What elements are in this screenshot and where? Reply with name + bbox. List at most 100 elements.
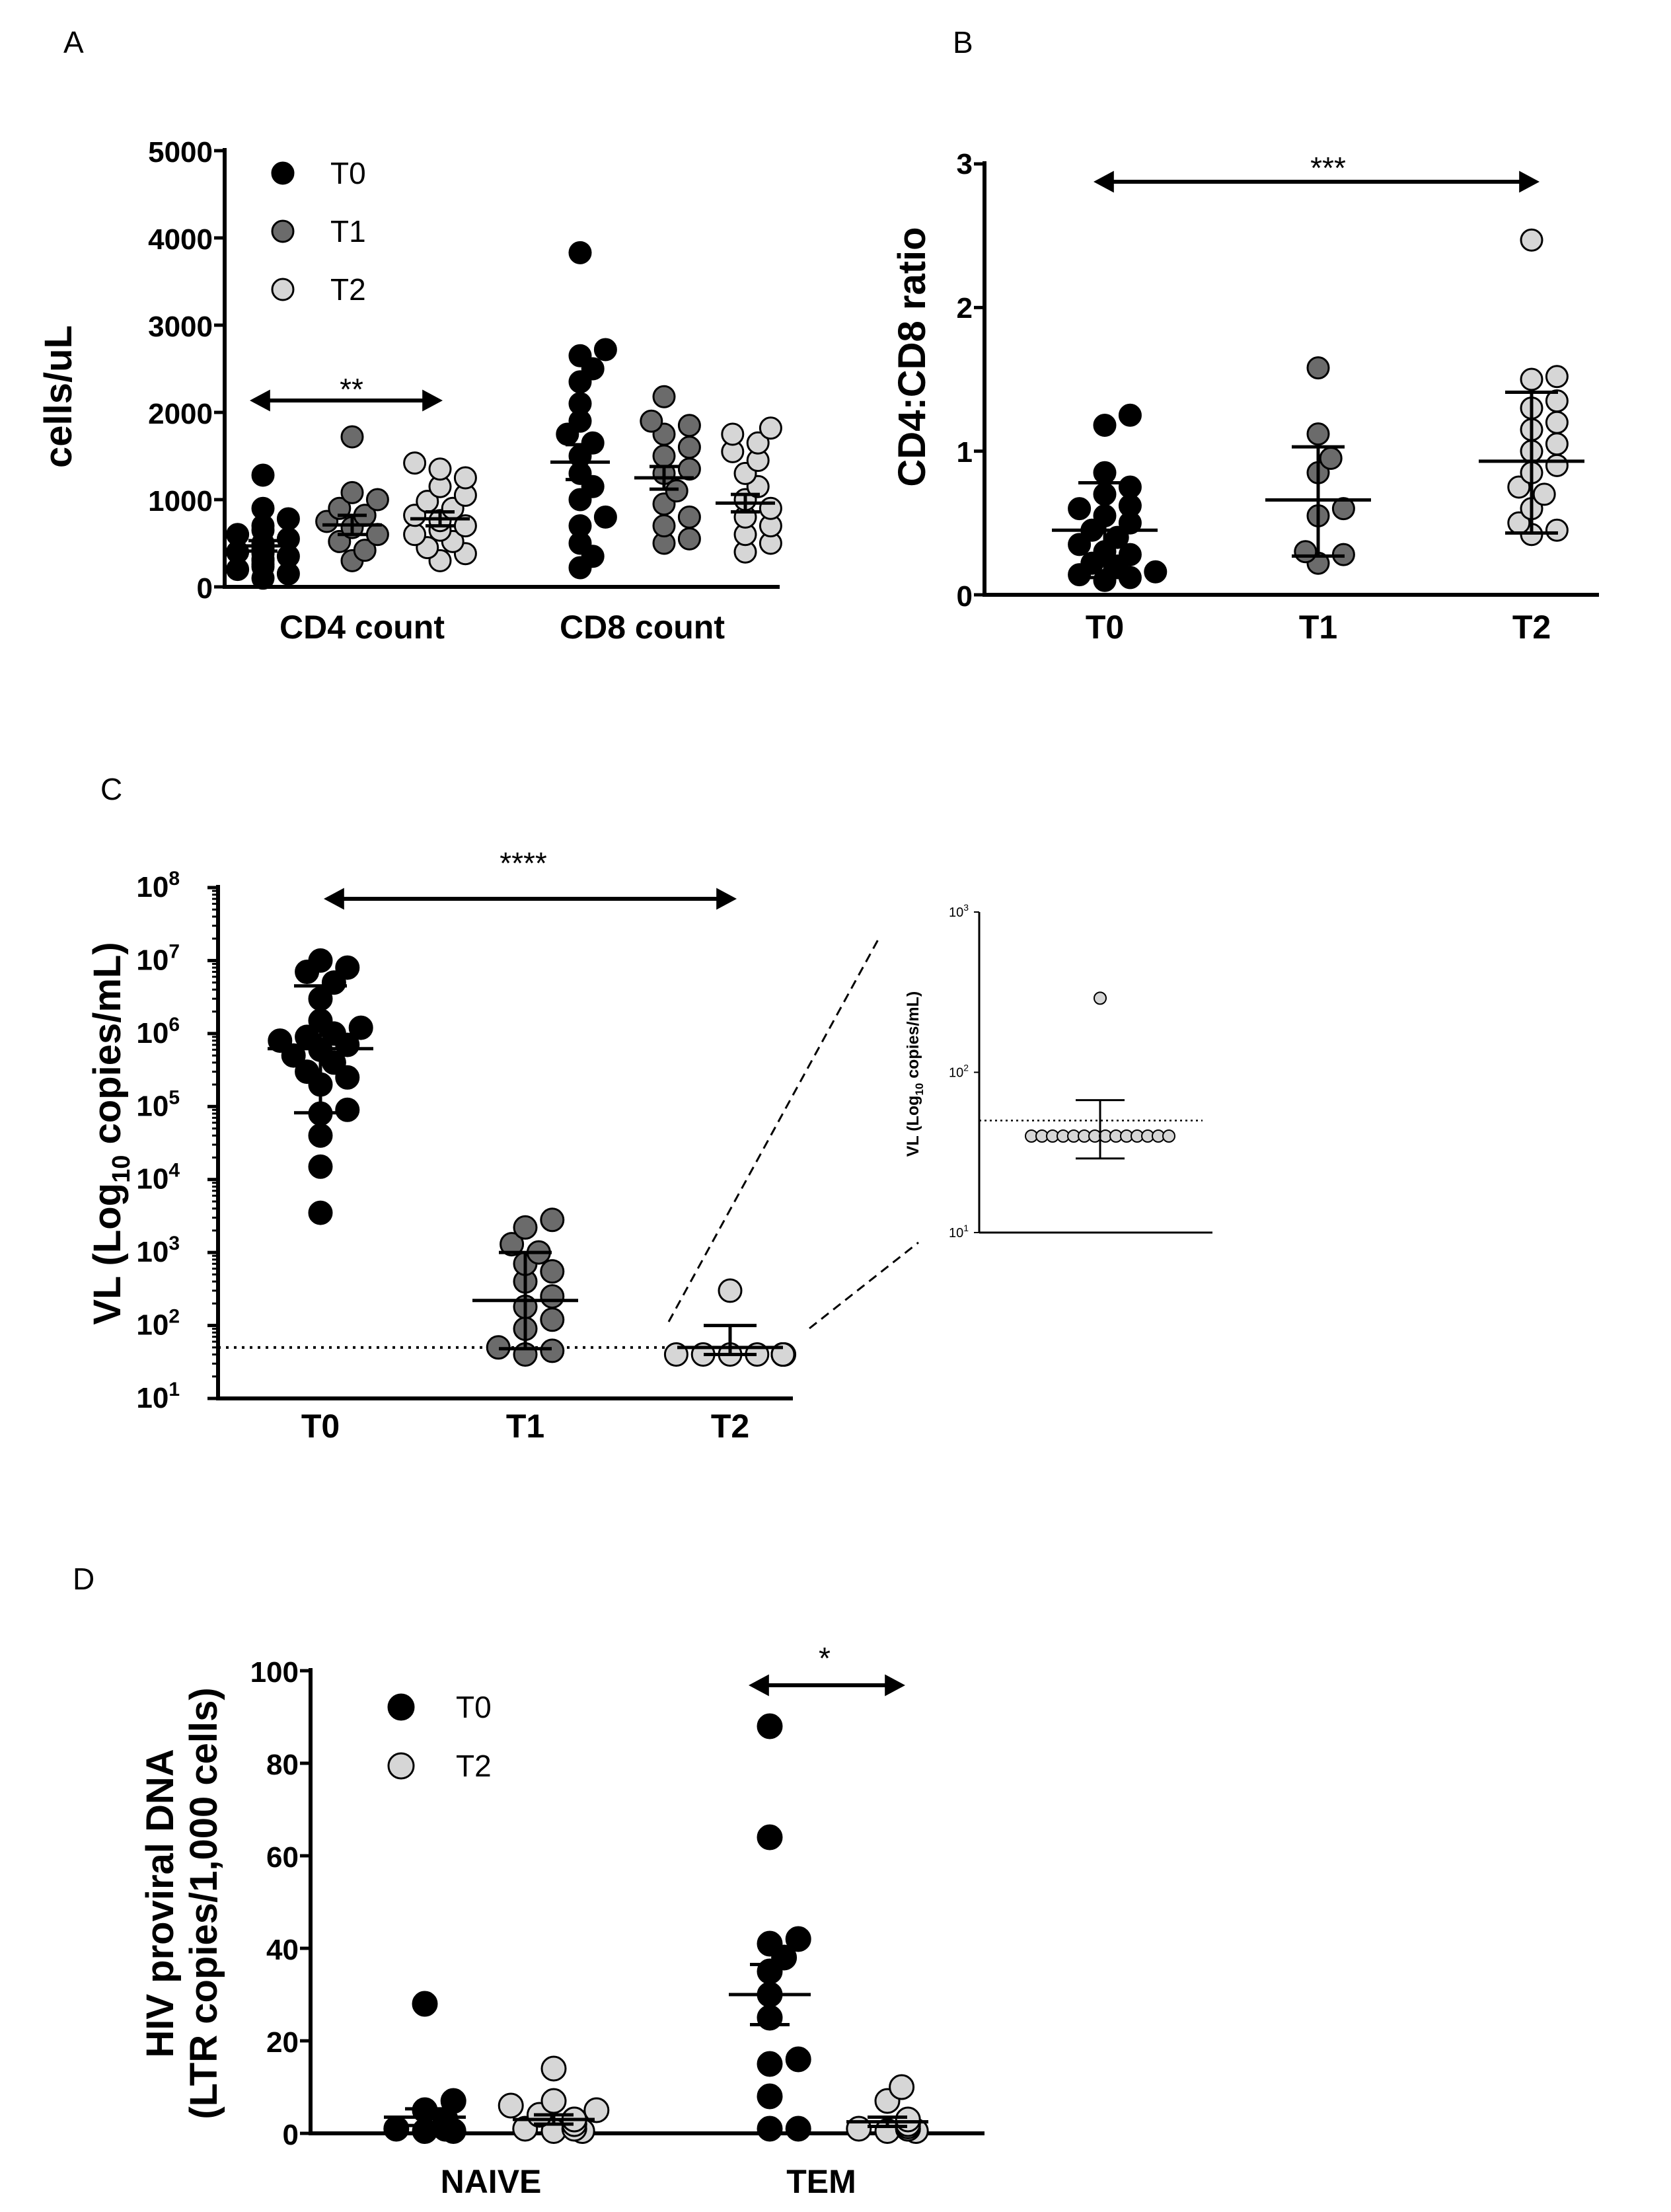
panel-b-point-t2 bbox=[1545, 453, 1569, 477]
panel-c-point-t1 bbox=[513, 1215, 538, 1240]
panel-c-point-t0 bbox=[335, 955, 360, 980]
panel-d-point-t2 bbox=[540, 2055, 567, 2082]
inset-tick-label: 101 bbox=[949, 1223, 969, 1240]
panel-d-point-t2 bbox=[498, 2092, 524, 2119]
panel-b-point-t1 bbox=[1294, 540, 1318, 564]
panel-d: D HIV proviral DNA (LTR copies/1,000 cel… bbox=[73, 1562, 856, 2200]
panel-c-label: C bbox=[100, 772, 122, 806]
panel-c-tick-label: 105 bbox=[136, 1087, 180, 1122]
panel-b-point-t0 bbox=[1118, 403, 1142, 427]
legend-label-t0: T0 bbox=[456, 1690, 492, 1724]
panel-b-point-t1 bbox=[1319, 447, 1343, 470]
panel-a-point-t1 bbox=[353, 539, 377, 562]
panel-c-point-t2 bbox=[718, 1278, 743, 1303]
panel-b-y-ticks: 3 2 1 0 bbox=[957, 148, 973, 613]
panel-c-point-t1 bbox=[540, 1207, 565, 1233]
panel-a-point-t0 bbox=[226, 523, 250, 547]
panel-d-point-t0 bbox=[757, 2083, 783, 2110]
panel-a-y-axis-title: cells/uL bbox=[37, 325, 80, 468]
inset-ylabel-tail: copies/mL) bbox=[904, 991, 922, 1083]
panel-b-category-t1: T1 bbox=[1299, 609, 1337, 646]
panel-d-category-tem: TEM bbox=[786, 2163, 856, 2200]
panel-a-legend: T0 T1 T2 bbox=[271, 156, 366, 307]
panel-a-tick-1000: 1000 bbox=[148, 485, 213, 517]
panel-c-ylabel-sub: 10 bbox=[108, 1155, 135, 1183]
panel-d-legend: T0 T2 bbox=[387, 1690, 492, 1783]
panel-b-point-t2 bbox=[1545, 389, 1569, 413]
inset-tick-label: 103 bbox=[949, 902, 969, 920]
panel-c-significance: **** bbox=[500, 846, 547, 880]
panel-d-tick-100: 100 bbox=[250, 1656, 299, 1689]
panel-a-point-t1 bbox=[640, 409, 663, 433]
legend-marker-t0 bbox=[271, 161, 295, 185]
panel-b-significance: *** bbox=[1310, 151, 1346, 185]
panel-a-point-t2 bbox=[403, 451, 427, 475]
panel-b-point-t0 bbox=[1093, 461, 1117, 484]
panel-a-point-t1 bbox=[365, 523, 389, 547]
panel-b-tick-1: 1 bbox=[957, 436, 973, 469]
panel-a-point-t2 bbox=[428, 457, 452, 481]
panel-a-point-t1 bbox=[677, 414, 701, 438]
panel-a-label: A bbox=[63, 25, 84, 59]
panel-a-point-t1 bbox=[652, 514, 676, 538]
panel-c-y-axis-title: VL (Log10 copies/mL) bbox=[86, 942, 135, 1324]
panel-c-tick-label: 106 bbox=[136, 1014, 180, 1049]
panel-d-significance-arrow-right-head bbox=[885, 1674, 905, 1697]
panel-b-tick-2: 2 bbox=[957, 292, 973, 324]
panel-a-point-t2 bbox=[759, 496, 782, 520]
panel-d-point-t0 bbox=[440, 2088, 466, 2114]
panel-c-category-t1: T1 bbox=[506, 1408, 544, 1445]
panel-a-point-t1 bbox=[677, 505, 701, 529]
panel-d-y-ticks: 100 80 60 40 20 0 bbox=[250, 1656, 299, 2151]
panel-b-point-t2 bbox=[1545, 365, 1569, 389]
panel-a-tick-0: 0 bbox=[197, 572, 213, 605]
panel-d-tick-80: 80 bbox=[266, 1749, 299, 1781]
panel-a-point-t1 bbox=[652, 444, 676, 468]
panel-c-point-t0 bbox=[308, 948, 333, 973]
panel-a-point-t1 bbox=[340, 480, 364, 504]
panel-a: A cells/uL 5000 4000 3000 2000 1000 0 CD… bbox=[37, 25, 725, 646]
panel-d-point-t0 bbox=[785, 2046, 811, 2073]
panel-d-point-t0 bbox=[757, 2051, 783, 2077]
panel-c-tick-label: 103 bbox=[136, 1233, 180, 1268]
panel-d-point-t0 bbox=[757, 1713, 783, 1739]
panel-a-tick-3000: 3000 bbox=[148, 311, 213, 343]
panel-c-tick-label: 101 bbox=[136, 1379, 180, 1414]
panel-c-significance-arrow-left-head bbox=[324, 888, 344, 910]
legend-marker-t1 bbox=[271, 219, 295, 243]
legend-label-t1: T1 bbox=[330, 214, 366, 248]
panel-a-point-t1 bbox=[677, 436, 701, 459]
panel-a-point-t1 bbox=[328, 496, 352, 520]
panel-a-point-t0 bbox=[568, 514, 592, 538]
panel-c-point-t0 bbox=[268, 1028, 293, 1053]
panel-c-tick-label: 102 bbox=[136, 1306, 180, 1342]
panel-a-point-t0 bbox=[251, 496, 275, 520]
panel-b-point-t2 bbox=[1507, 475, 1531, 499]
panel-c-point-t1 bbox=[540, 1338, 565, 1363]
panel-a-point-t2 bbox=[403, 523, 427, 547]
panel-c-point-t0 bbox=[308, 1200, 333, 1225]
panel-b-category-t0: T0 bbox=[1086, 609, 1124, 646]
panel-a-tick-2000: 2000 bbox=[148, 398, 213, 430]
panel-c-zoom-line-bottom bbox=[809, 1241, 919, 1330]
panel-c-category-t0: T0 bbox=[301, 1408, 340, 1445]
panel-a-tick-4000: 4000 bbox=[148, 223, 213, 256]
panel-d-point-t0 bbox=[383, 2116, 410, 2142]
legend-marker-t0 bbox=[387, 1693, 415, 1721]
panel-d-tick-20: 20 bbox=[266, 2026, 299, 2059]
panel-d-tick-0: 0 bbox=[283, 2119, 299, 2151]
panel-b-tick-0: 0 bbox=[957, 580, 973, 613]
inset-point bbox=[1094, 991, 1107, 1005]
panel-c-point-t1 bbox=[540, 1259, 565, 1284]
inset-ylabel-sub: 10 bbox=[913, 1083, 926, 1096]
inset-y-axis-title: VL (Log10 copies/mL) bbox=[904, 991, 926, 1157]
panel-b-point-t0 bbox=[1118, 475, 1142, 499]
legend-marker-t2 bbox=[387, 1752, 415, 1780]
panel-c-tick-label: 108 bbox=[136, 868, 180, 903]
panel-a-point-t0 bbox=[251, 463, 275, 487]
legend-marker-t2 bbox=[271, 278, 295, 301]
panel-a-point-t2 bbox=[453, 514, 477, 538]
panel-d-point-t0 bbox=[757, 2116, 783, 2142]
panel-a-significance-arrow-left-head bbox=[250, 389, 270, 412]
